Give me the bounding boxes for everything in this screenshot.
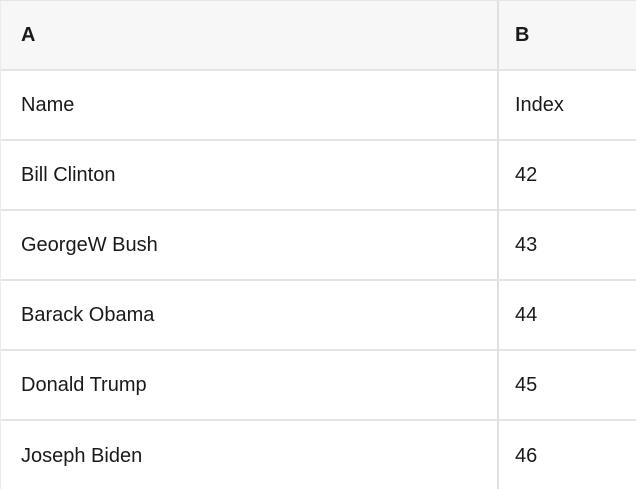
cell-a2[interactable]: Bill Clinton — [1, 141, 499, 209]
table-row: GeorgeW Bush 43 — [1, 211, 636, 281]
cell-b2[interactable]: 42 — [499, 141, 636, 209]
cell-b5[interactable]: 45 — [499, 351, 636, 419]
cell-a4[interactable]: Barack Obama — [1, 281, 499, 349]
table-row: Barack Obama 44 — [1, 281, 636, 351]
column-header-a[interactable]: A — [1, 1, 499, 69]
cell-text: Joseph Biden — [21, 444, 143, 467]
cell-text: Name — [21, 93, 75, 116]
cell-b6[interactable]: 46 — [499, 421, 636, 489]
table-row: Name Index — [1, 71, 636, 141]
cell-text: 45 — [515, 373, 538, 396]
cell-text: GeorgeW Bush — [21, 233, 158, 256]
cell-text: 42 — [515, 163, 538, 186]
table-row: Joseph Biden 46 — [1, 421, 636, 489]
table-row: Donald Trump 45 — [1, 351, 636, 421]
cell-b4[interactable]: 44 — [499, 281, 636, 349]
cell-a5[interactable]: Donald Trump — [1, 351, 499, 419]
cell-text: 44 — [515, 303, 538, 326]
column-header-row: A B — [1, 1, 636, 71]
cell-b1[interactable]: Index — [499, 71, 636, 139]
cell-text: Index — [515, 93, 564, 116]
cell-text: Bill Clinton — [21, 163, 116, 186]
cell-b3[interactable]: 43 — [499, 211, 636, 279]
table-row: Bill Clinton 42 — [1, 141, 636, 211]
column-header-b[interactable]: B — [499, 1, 636, 69]
cell-text: 46 — [515, 444, 538, 467]
cell-a1[interactable]: Name — [1, 71, 499, 139]
cell-a6[interactable]: Joseph Biden — [1, 421, 499, 489]
cell-text: Barack Obama — [21, 303, 155, 326]
column-header-a-label: A — [21, 23, 36, 46]
cell-text: 43 — [515, 233, 538, 256]
cell-text: Donald Trump — [21, 373, 147, 396]
column-header-b-label: B — [515, 23, 530, 46]
cell-a3[interactable]: GeorgeW Bush — [1, 211, 499, 279]
